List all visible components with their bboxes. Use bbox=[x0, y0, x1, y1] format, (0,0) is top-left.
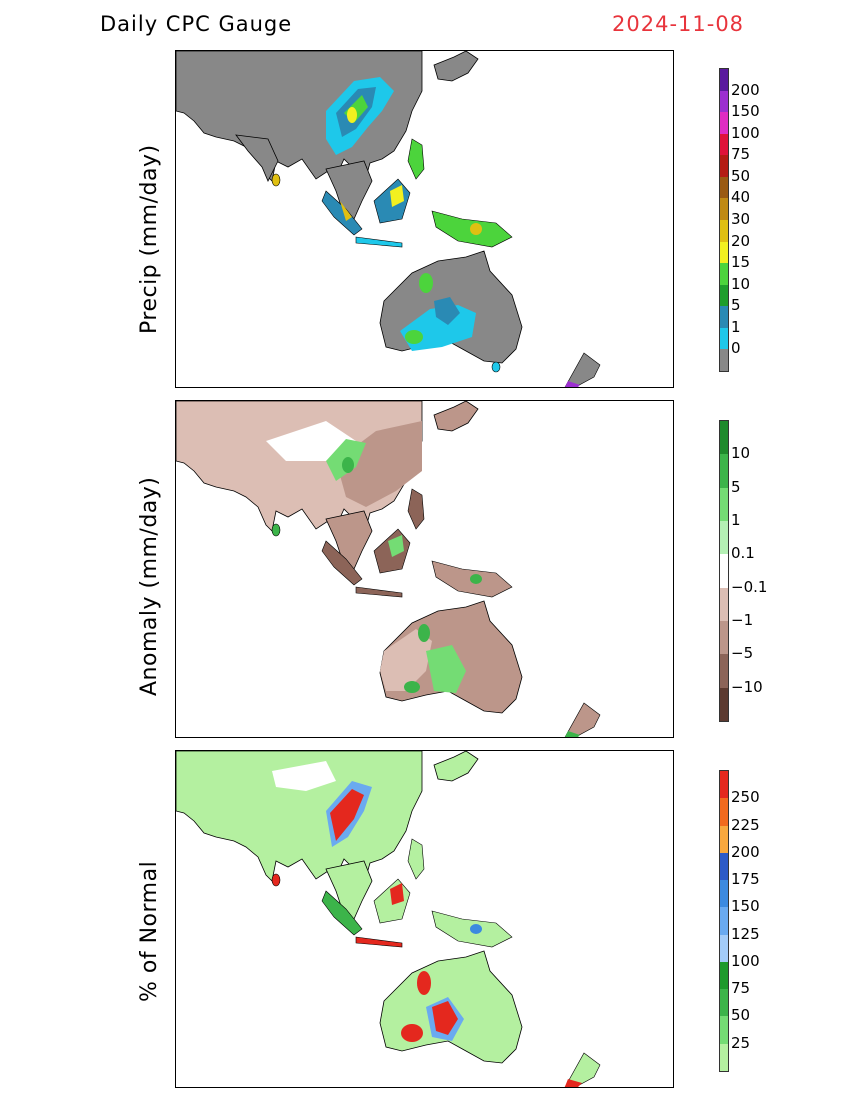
colorbar-swatch bbox=[720, 1016, 728, 1044]
chart-title: Daily CPC Gauge bbox=[100, 12, 293, 36]
colorbar-swatch bbox=[720, 620, 728, 655]
colorbar-tick-label: 200 bbox=[731, 842, 760, 861]
anomaly-colorbar bbox=[719, 420, 729, 722]
colorbar-swatch bbox=[720, 1043, 728, 1071]
colorbar-swatch bbox=[720, 176, 728, 199]
colorbar-swatch bbox=[720, 284, 728, 307]
colorbar-tick-label: 25 bbox=[731, 1033, 751, 1052]
colorbar-tick-label: 1 bbox=[731, 317, 741, 336]
colorbar-swatch bbox=[720, 69, 728, 91]
colorbar-tick-label: 30 bbox=[731, 210, 751, 228]
precip-map-panel bbox=[175, 50, 674, 388]
colorbar-swatch bbox=[720, 798, 728, 826]
colorbar-swatch bbox=[720, 771, 728, 799]
anomaly-map-panel bbox=[175, 400, 674, 738]
colorbar-swatch bbox=[720, 852, 728, 881]
colorbar-swatch bbox=[720, 654, 728, 688]
colorbar-swatch bbox=[720, 554, 728, 588]
colorbar-swatch bbox=[720, 520, 728, 555]
anomaly-axis-label: Anomaly (mm/day) bbox=[137, 476, 162, 696]
percent-map-panel bbox=[175, 750, 674, 1088]
colorbar-swatch bbox=[720, 907, 728, 935]
colorbar-swatch bbox=[720, 198, 728, 220]
colorbar-tick-label: 0 bbox=[731, 339, 741, 358]
colorbar-swatch bbox=[720, 90, 728, 113]
colorbar-swatch bbox=[720, 112, 728, 134]
colorbar-tick-label: −5 bbox=[731, 644, 754, 663]
colorbar-tick-label: −10 bbox=[731, 677, 763, 696]
colorbar-swatch bbox=[720, 934, 728, 962]
colorbar-swatch bbox=[720, 155, 728, 177]
colorbar-swatch bbox=[720, 587, 728, 621]
colorbar-swatch bbox=[720, 349, 728, 371]
colorbar-tick-label: 40 bbox=[731, 188, 751, 207]
colorbar-tick-label: 200 bbox=[731, 80, 760, 99]
colorbar-tick-label: 15 bbox=[731, 253, 751, 272]
precip-map bbox=[176, 51, 601, 387]
colorbar-tick-label: 125 bbox=[731, 924, 760, 943]
colorbar-tick-label: 5 bbox=[731, 296, 741, 315]
colorbar-tick-label: 225 bbox=[731, 815, 760, 834]
colorbar-tick-label: 175 bbox=[731, 870, 760, 889]
colorbar-swatch bbox=[720, 263, 728, 285]
colorbar-swatch bbox=[720, 961, 728, 990]
anomaly-map bbox=[176, 401, 601, 737]
colorbar-tick-label: 0.1 bbox=[731, 544, 755, 563]
colorbar-tick-label: 150 bbox=[731, 897, 760, 916]
colorbar-tick-label: 20 bbox=[731, 231, 751, 250]
colorbar-tick-label: 100 bbox=[731, 123, 760, 142]
colorbar-swatch bbox=[720, 327, 728, 350]
colorbar-swatch bbox=[720, 421, 728, 455]
colorbar-swatch bbox=[720, 306, 728, 328]
colorbar-swatch bbox=[720, 989, 728, 1017]
colorbar-swatch bbox=[720, 241, 728, 264]
colorbar-tick-label: 1 bbox=[731, 511, 741, 529]
colorbar-tick-label: 250 bbox=[731, 788, 760, 807]
colorbar-swatch bbox=[720, 454, 728, 488]
colorbar-tick-label: 5 bbox=[731, 477, 741, 496]
colorbar-tick-label: 50 bbox=[731, 1006, 751, 1025]
colorbar-tick-label: 75 bbox=[731, 145, 751, 164]
colorbar-swatch bbox=[720, 133, 728, 156]
percent-axis-label: % of Normal bbox=[137, 860, 162, 1002]
colorbar-swatch bbox=[720, 825, 728, 853]
colorbar-tick-label: −1 bbox=[731, 611, 754, 629]
colorbar-tick-label: 100 bbox=[731, 951, 760, 970]
precip-colorbar bbox=[719, 68, 729, 372]
precip-axis-label: Precip (mm/day) bbox=[137, 144, 162, 334]
colorbar-tick-label: −0.1 bbox=[731, 577, 768, 596]
date-label: 2024-11-08 bbox=[612, 12, 745, 36]
colorbar-tick-label: 10 bbox=[731, 274, 751, 293]
colorbar-swatch bbox=[720, 880, 728, 908]
colorbar-swatch bbox=[720, 219, 728, 242]
percent-colorbar bbox=[719, 770, 729, 1072]
percent-map bbox=[176, 751, 601, 1087]
colorbar-swatch bbox=[720, 687, 728, 721]
colorbar-tick-label: 10 bbox=[731, 444, 751, 463]
colorbar-tick-label: 75 bbox=[731, 979, 751, 998]
colorbar-swatch bbox=[720, 487, 728, 521]
colorbar-tick-label: 50 bbox=[731, 166, 751, 185]
colorbar-tick-label: 150 bbox=[731, 102, 760, 121]
